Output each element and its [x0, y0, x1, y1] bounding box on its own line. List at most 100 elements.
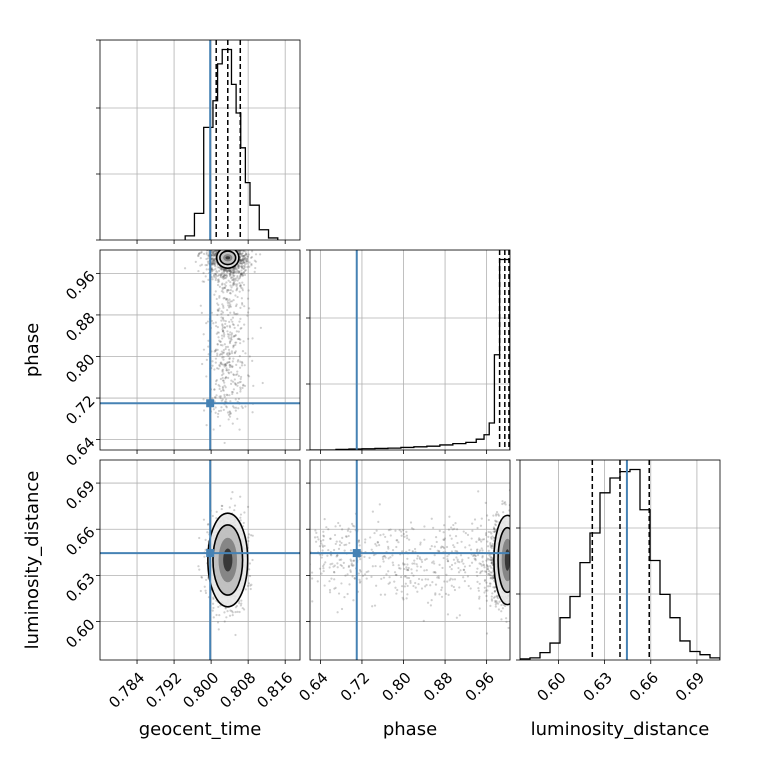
scatter-point	[231, 380, 235, 383]
scatter-point	[224, 268, 227, 271]
scatter-point	[230, 364, 233, 367]
scatter-point	[443, 538, 446, 541]
scatter-point	[324, 561, 327, 564]
scatter-point	[323, 518, 326, 521]
scatter-point	[239, 273, 242, 276]
scatter-point	[215, 379, 218, 382]
scatter-point	[222, 286, 225, 289]
scatter-point	[493, 527, 496, 530]
scatter-point	[233, 351, 236, 354]
scatter-point	[247, 311, 250, 314]
scatter-point	[223, 270, 226, 273]
scatter-point	[219, 395, 222, 398]
scatter-point	[240, 272, 243, 276]
scatter-point	[228, 292, 232, 295]
scatter-point	[212, 408, 215, 411]
scatter-point	[228, 357, 231, 361]
scatter-point	[431, 581, 434, 584]
scatter-point	[406, 569, 409, 572]
scatter-point	[479, 570, 482, 573]
scatter-point	[220, 268, 223, 271]
scatter-point	[400, 585, 404, 588]
scatter-point	[302, 583, 304, 585]
scatter-point	[205, 268, 208, 271]
scatter-point	[216, 342, 219, 346]
scatter-point	[241, 251, 244, 255]
scatter-point	[486, 567, 489, 571]
scatter-point	[336, 554, 339, 557]
scatter-point	[487, 549, 490, 552]
scatter-point	[216, 274, 219, 278]
scatter-point	[413, 547, 417, 551]
scatter-point	[484, 533, 488, 537]
scatter-point	[222, 291, 225, 294]
scatter-point	[382, 555, 386, 558]
scatter-point	[395, 539, 398, 542]
scatter-point	[213, 293, 216, 296]
scatter-point	[214, 252, 217, 256]
scatter-point	[381, 555, 384, 558]
scatter-point	[237, 374, 240, 378]
scatter-point	[227, 372, 231, 375]
scatter-point	[457, 566, 460, 570]
scatter-point	[222, 358, 225, 361]
scatter-point	[240, 272, 243, 275]
scatter-point	[486, 585, 490, 588]
scatter-point	[485, 559, 488, 562]
scatter-point	[233, 509, 236, 512]
scatter-point	[225, 269, 228, 273]
scatter-point	[221, 323, 224, 326]
scatter-point	[227, 279, 230, 282]
scatter-point	[391, 554, 394, 557]
scatter-point	[433, 562, 436, 565]
scatter-point	[452, 544, 455, 547]
scatter-point	[317, 538, 320, 541]
scatter-point	[459, 569, 462, 572]
x-tick-label: 0.792	[142, 669, 185, 712]
scatter-point	[237, 358, 240, 362]
scatter-point	[327, 528, 330, 531]
scatter-point	[212, 596, 215, 599]
scatter-point	[234, 283, 237, 286]
scatter-point	[387, 528, 391, 532]
scatter-point	[371, 565, 374, 568]
scatter-point	[239, 306, 242, 309]
scatter-point	[470, 561, 474, 564]
scatter-point	[322, 539, 325, 542]
scatter-point	[242, 258, 245, 261]
scatter-point	[476, 580, 479, 583]
scatter-point	[241, 386, 244, 390]
scatter-point	[378, 503, 381, 506]
scatter-point	[478, 582, 481, 585]
scatter-point	[216, 354, 219, 357]
scatter-point	[230, 371, 233, 374]
scatter-point	[450, 526, 453, 529]
scatter-point	[347, 527, 350, 530]
scatter-point	[508, 509, 510, 512]
scatter-point	[353, 577, 356, 580]
scatter-point	[422, 619, 425, 622]
scatter-point	[232, 388, 235, 391]
scatter-point	[200, 250, 203, 253]
scatter-point	[353, 525, 356, 528]
scatter-point	[222, 269, 225, 272]
scatter-point	[223, 400, 227, 403]
scatter-point	[230, 335, 233, 339]
scatter-point	[221, 388, 225, 392]
scatter-point	[253, 270, 256, 273]
scatter-point	[216, 352, 219, 355]
scatter-point	[221, 317, 225, 320]
scatter-point	[227, 269, 231, 272]
scatter-point	[246, 255, 250, 258]
scatter-point	[245, 257, 249, 261]
scatter-point	[489, 558, 492, 561]
scatter-point	[304, 562, 306, 564]
scatter-point	[228, 410, 231, 413]
scatter-point	[333, 578, 336, 581]
scatter-point	[223, 343, 226, 346]
scatter-point	[227, 368, 230, 371]
scatter-point	[338, 540, 341, 543]
scatter-point	[412, 584, 415, 588]
scatter-point	[485, 564, 489, 567]
scatter-point	[204, 538, 207, 541]
